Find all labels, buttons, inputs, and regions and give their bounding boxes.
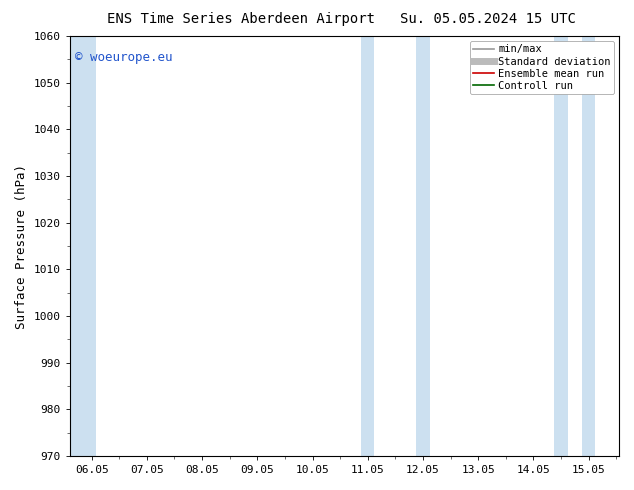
Y-axis label: Surface Pressure (hPa): Surface Pressure (hPa) <box>15 164 28 329</box>
Bar <box>417 36 430 456</box>
Text: © woeurope.eu: © woeurope.eu <box>75 51 172 64</box>
Bar <box>582 36 595 456</box>
Bar <box>554 36 567 456</box>
Text: ENS Time Series Aberdeen Airport: ENS Time Series Aberdeen Airport <box>107 12 375 26</box>
Bar <box>361 36 375 456</box>
Text: Su. 05.05.2024 15 UTC: Su. 05.05.2024 15 UTC <box>400 12 576 26</box>
Legend: min/max, Standard deviation, Ensemble mean run, Controll run: min/max, Standard deviation, Ensemble me… <box>470 41 614 94</box>
Bar <box>70 36 96 456</box>
